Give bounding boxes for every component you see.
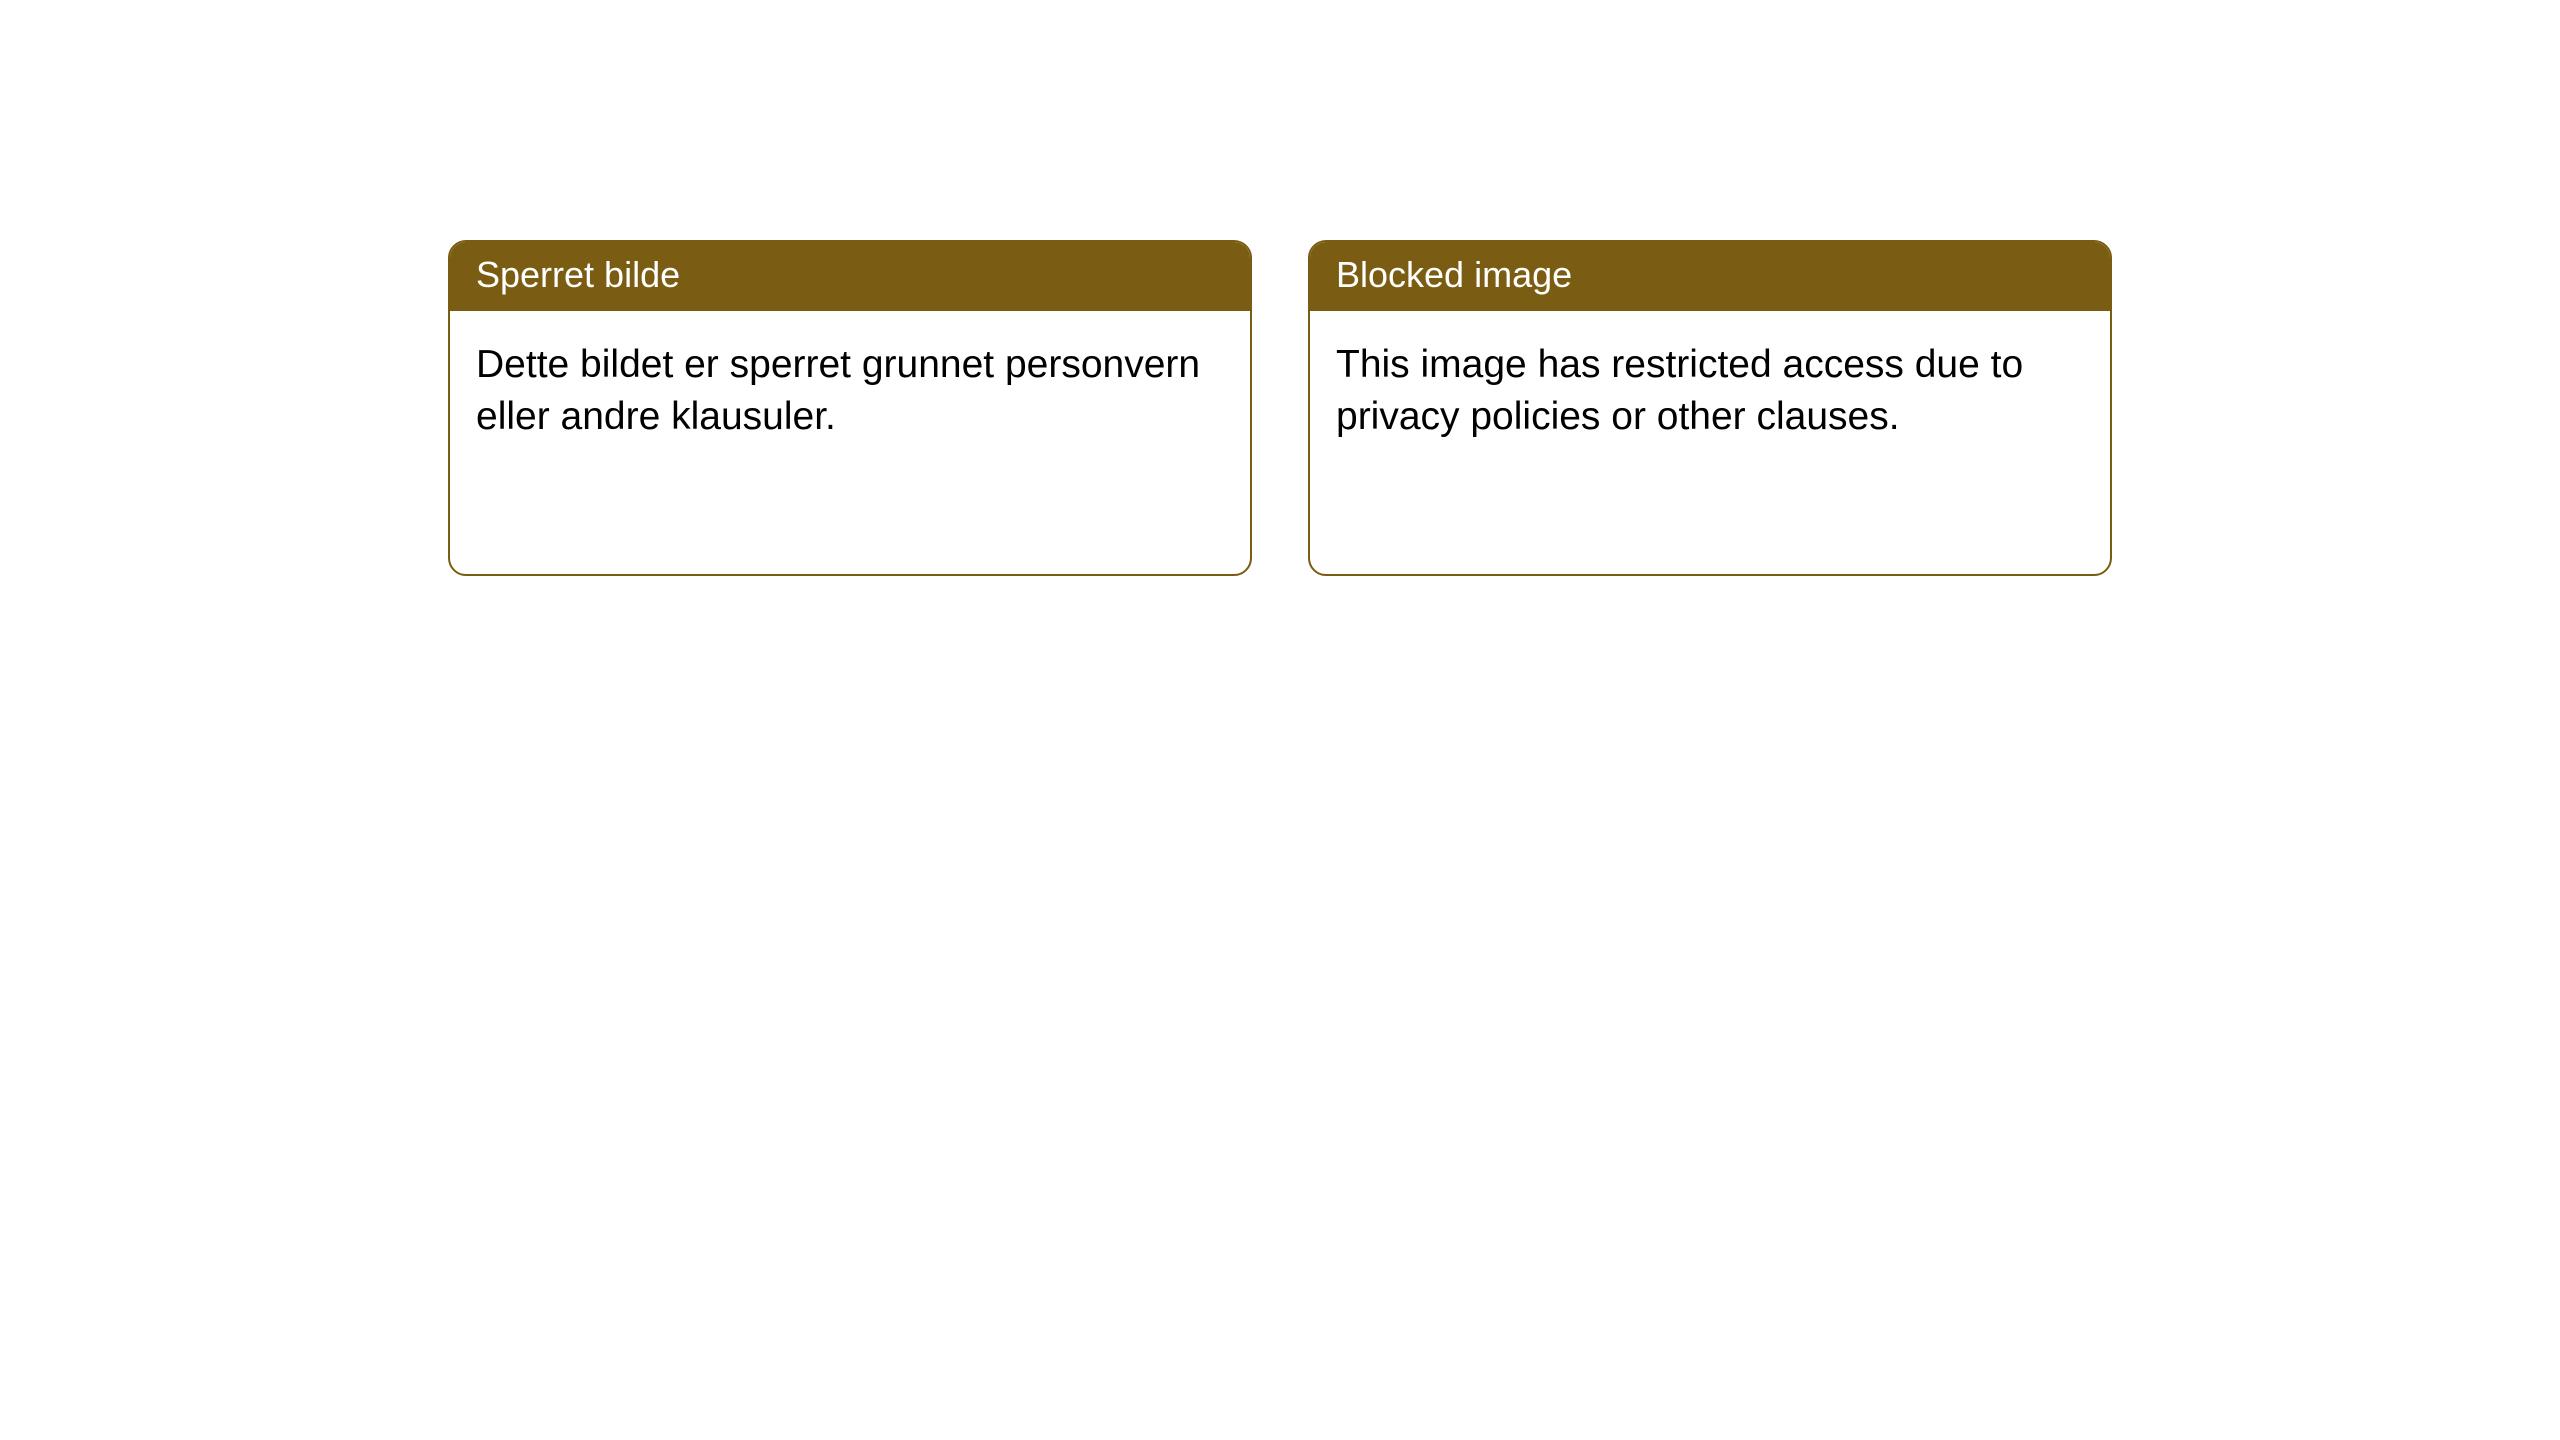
card-title: Blocked image [1336, 254, 1572, 295]
card-title: Sperret bilde [476, 254, 680, 295]
notice-card-english: Blocked image This image has restricted … [1308, 240, 2112, 576]
card-body: This image has restricted access due to … [1310, 311, 2110, 471]
card-body-text: This image has restricted access due to … [1336, 343, 2023, 438]
notice-cards-container: Sperret bilde Dette bildet er sperret gr… [448, 240, 2112, 576]
card-header: Sperret bilde [450, 242, 1250, 311]
card-header: Blocked image [1310, 242, 2110, 311]
card-body: Dette bildet er sperret grunnet personve… [450, 311, 1250, 471]
card-body-text: Dette bildet er sperret grunnet personve… [476, 343, 1200, 438]
notice-card-norwegian: Sperret bilde Dette bildet er sperret gr… [448, 240, 1252, 576]
